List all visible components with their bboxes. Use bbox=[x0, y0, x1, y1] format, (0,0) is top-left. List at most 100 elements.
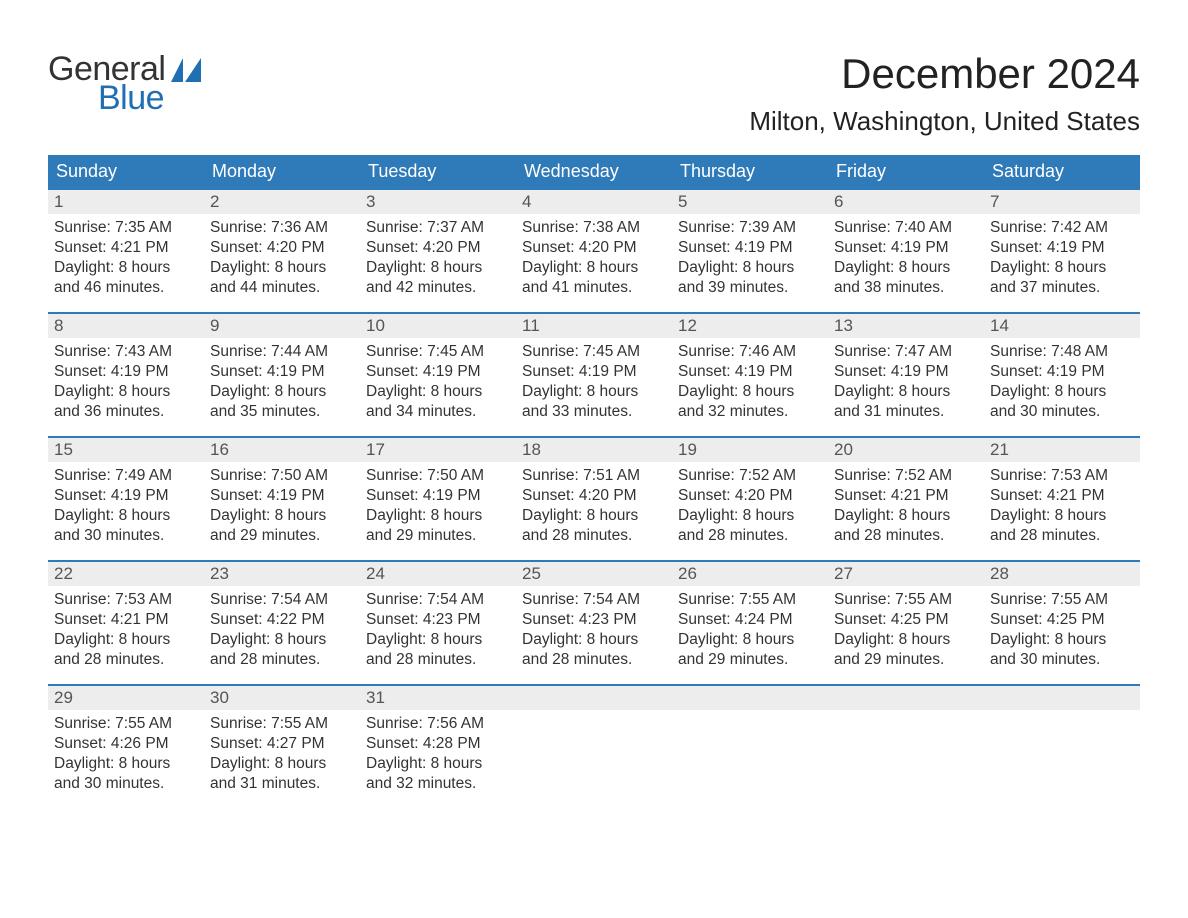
daylight-line-2: and 35 minutes. bbox=[210, 402, 354, 422]
daylight-line-2: and 32 minutes. bbox=[678, 402, 822, 422]
day-details: Sunrise: 7:46 AMSunset: 4:19 PMDaylight:… bbox=[672, 342, 828, 423]
daylight-line-1: Daylight: 8 hours bbox=[210, 754, 354, 774]
sunset-line: Sunset: 4:25 PM bbox=[834, 610, 978, 630]
daylight-line-2: and 32 minutes. bbox=[366, 774, 510, 794]
sunset-line: Sunset: 4:28 PM bbox=[366, 734, 510, 754]
sunset-line: Sunset: 4:24 PM bbox=[678, 610, 822, 630]
location-subtitle: Milton, Washington, United States bbox=[749, 106, 1140, 137]
brand-sail-icon bbox=[171, 58, 201, 87]
sunset-line: Sunset: 4:19 PM bbox=[678, 362, 822, 382]
weekday-header: Wednesday bbox=[516, 155, 672, 188]
calendar: Sunday Monday Tuesday Wednesday Thursday… bbox=[48, 155, 1140, 808]
sunrise-line: Sunrise: 7:50 AM bbox=[210, 466, 354, 486]
sunrise-line: Sunrise: 7:55 AM bbox=[834, 590, 978, 610]
sunset-line: Sunset: 4:19 PM bbox=[210, 362, 354, 382]
sunrise-line: Sunrise: 7:54 AM bbox=[522, 590, 666, 610]
sunrise-line: Sunrise: 7:53 AM bbox=[54, 590, 198, 610]
daylight-line-2: and 33 minutes. bbox=[522, 402, 666, 422]
sunrise-line: Sunrise: 7:43 AM bbox=[54, 342, 198, 362]
daylight-line-2: and 42 minutes. bbox=[366, 278, 510, 298]
day-details: Sunrise: 7:55 AMSunset: 4:24 PMDaylight:… bbox=[672, 590, 828, 671]
sunrise-line: Sunrise: 7:40 AM bbox=[834, 218, 978, 238]
daylight-line-2: and 29 minutes. bbox=[366, 526, 510, 546]
daylight-line-1: Daylight: 8 hours bbox=[366, 382, 510, 402]
daylight-line-1: Daylight: 8 hours bbox=[522, 382, 666, 402]
calendar-day: 19Sunrise: 7:52 AMSunset: 4:20 PMDayligh… bbox=[672, 438, 828, 560]
sunrise-line: Sunrise: 7:46 AM bbox=[678, 342, 822, 362]
sunset-line: Sunset: 4:22 PM bbox=[210, 610, 354, 630]
daylight-line-1: Daylight: 8 hours bbox=[990, 258, 1134, 278]
day-details: Sunrise: 7:51 AMSunset: 4:20 PMDaylight:… bbox=[516, 466, 672, 547]
daylight-line-1: Daylight: 8 hours bbox=[54, 258, 198, 278]
day-details: Sunrise: 7:56 AMSunset: 4:28 PMDaylight:… bbox=[360, 714, 516, 795]
sunrise-line: Sunrise: 7:47 AM bbox=[834, 342, 978, 362]
daylight-line-2: and 28 minutes. bbox=[366, 650, 510, 670]
day-number: 8 bbox=[48, 314, 204, 338]
daylight-line-1: Daylight: 8 hours bbox=[210, 258, 354, 278]
weekday-header: Monday bbox=[204, 155, 360, 188]
calendar-day: 17 Sunrise: 7:50 AMSunset: 4:19 PMDayligh… bbox=[360, 438, 516, 560]
sunset-line: Sunset: 4:19 PM bbox=[990, 362, 1134, 382]
weekday-header: Friday bbox=[828, 155, 984, 188]
day-details: Sunrise: 7:48 AMSunset: 4:19 PMDaylight:… bbox=[984, 342, 1140, 423]
sunrise-line: Sunrise: 7:44 AM bbox=[210, 342, 354, 362]
day-details: Sunrise: 7:54 AMSunset: 4:23 PMDaylight:… bbox=[360, 590, 516, 671]
daylight-line-2: and 30 minutes. bbox=[54, 526, 198, 546]
calendar-day: 21Sunrise: 7:53 AMSunset: 4:21 PMDayligh… bbox=[984, 438, 1140, 560]
calendar-day bbox=[828, 686, 984, 808]
daylight-line-1: Daylight: 8 hours bbox=[834, 258, 978, 278]
sunset-line: Sunset: 4:19 PM bbox=[54, 362, 198, 382]
calendar-week: 15Sunrise: 7:49 AMSunset: 4:19 PMDayligh… bbox=[48, 436, 1140, 560]
day-number: 15 bbox=[48, 438, 204, 462]
day-number: 16 bbox=[204, 438, 360, 462]
sunset-line: Sunset: 4:20 PM bbox=[366, 238, 510, 258]
day-number: 4 bbox=[516, 190, 672, 214]
day-details: Sunrise: 7:50 AMSunset: 4:19 PMDaylight:… bbox=[360, 466, 516, 547]
calendar-day: 20Sunrise: 7:52 AMSunset: 4:21 PMDayligh… bbox=[828, 438, 984, 560]
day-details: Sunrise: 7:45 AMSunset: 4:19 PMDaylight:… bbox=[360, 342, 516, 423]
brand-logo: General Blue bbox=[48, 50, 201, 118]
sunset-line: Sunset: 4:20 PM bbox=[522, 238, 666, 258]
sunrise-line: Sunrise: 7:35 AM bbox=[54, 218, 198, 238]
daylight-line-1: Daylight: 8 hours bbox=[522, 506, 666, 526]
daylight-line-1: Daylight: 8 hours bbox=[678, 630, 822, 650]
day-number: 10 bbox=[360, 314, 516, 338]
daylight-line-1: Daylight: 8 hours bbox=[210, 630, 354, 650]
day-number: 9 bbox=[204, 314, 360, 338]
calendar-day: 12Sunrise: 7:46 AMSunset: 4:19 PMDayligh… bbox=[672, 314, 828, 436]
calendar-day bbox=[672, 686, 828, 808]
day-number: 6 bbox=[828, 190, 984, 214]
sunrise-line: Sunrise: 7:52 AM bbox=[834, 466, 978, 486]
sunset-line: Sunset: 4:19 PM bbox=[366, 362, 510, 382]
daylight-line-2: and 36 minutes. bbox=[54, 402, 198, 422]
daylight-line-1: Daylight: 8 hours bbox=[678, 506, 822, 526]
day-details: Sunrise: 7:55 AMSunset: 4:27 PMDaylight:… bbox=[204, 714, 360, 795]
day-number: 21 bbox=[984, 438, 1140, 462]
day-details: Sunrise: 7:43 AMSunset: 4:19 PMDaylight:… bbox=[48, 342, 204, 423]
day-number: 31 bbox=[360, 686, 516, 710]
day-number: 17 bbox=[360, 438, 516, 462]
day-details: Sunrise: 7:55 AMSunset: 4:25 PMDaylight:… bbox=[984, 590, 1140, 671]
daylight-line-1: Daylight: 8 hours bbox=[54, 382, 198, 402]
sunrise-line: Sunrise: 7:54 AM bbox=[210, 590, 354, 610]
daylight-line-1: Daylight: 8 hours bbox=[834, 382, 978, 402]
sunrise-line: Sunrise: 7:38 AM bbox=[522, 218, 666, 238]
calendar-day: 31 Sunrise: 7:56 AMSunset: 4:28 PMDayligh… bbox=[360, 686, 516, 808]
calendar-day: 27Sunrise: 7:55 AMSunset: 4:25 PMDayligh… bbox=[828, 562, 984, 684]
calendar-day: 29Sunrise: 7:55 AMSunset: 4:26 PMDayligh… bbox=[48, 686, 204, 808]
daylight-line-2: and 39 minutes. bbox=[678, 278, 822, 298]
title-block: December 2024 Milton, Washington, United… bbox=[749, 50, 1140, 137]
calendar-day: 28Sunrise: 7:55 AMSunset: 4:25 PMDayligh… bbox=[984, 562, 1140, 684]
daylight-line-2: and 28 minutes. bbox=[210, 650, 354, 670]
sunset-line: Sunset: 4:19 PM bbox=[834, 362, 978, 382]
calendar-day: 8 Sunrise: 7:43 AMSunset: 4:19 PMDaylight… bbox=[48, 314, 204, 436]
calendar-week: 8Sunrise: 7:43 AMSunset: 4:19 PMDaylight… bbox=[48, 312, 1140, 436]
weekday-header-row: Sunday Monday Tuesday Wednesday Thursday… bbox=[48, 155, 1140, 188]
day-details: Sunrise: 7:40 AMSunset: 4:19 PMDaylight:… bbox=[828, 218, 984, 299]
topbar: General Blue December 2024 Milton, Washi… bbox=[48, 50, 1140, 137]
calendar-day: 30Sunrise: 7:55 AMSunset: 4:27 PMDayligh… bbox=[204, 686, 360, 808]
calendar-day: 11Sunrise: 7:45 AMSunset: 4:19 PMDayligh… bbox=[516, 314, 672, 436]
daylight-line-2: and 44 minutes. bbox=[210, 278, 354, 298]
daylight-line-1: Daylight: 8 hours bbox=[54, 630, 198, 650]
day-details: Sunrise: 7:50 AMSunset: 4:19 PMDaylight:… bbox=[204, 466, 360, 547]
